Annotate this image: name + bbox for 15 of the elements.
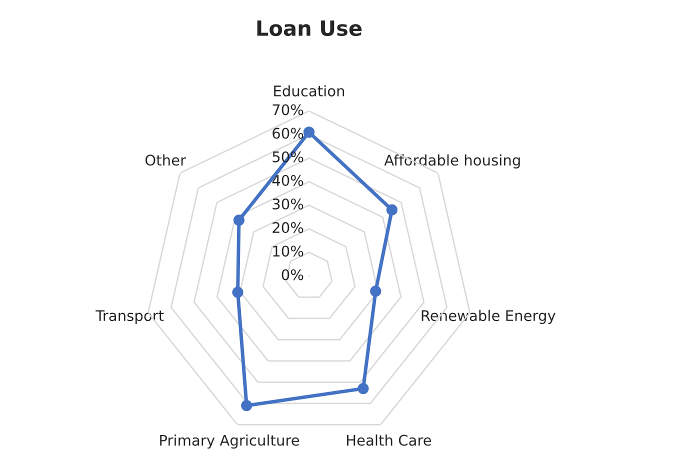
spoke-label: Transport: [96, 310, 164, 324]
spoke-label: Health Care: [347, 434, 432, 446]
chart-title: Loan Use: [257, 20, 362, 36]
spoke-label: Affordable housing: [384, 154, 520, 168]
spoke-label: Primary Agriculture: [160, 434, 300, 449]
y-tick-label: 60%: [272, 128, 304, 139]
spoke-label: Education: [274, 85, 344, 96]
y-tick-label: 40%: [272, 174, 304, 186]
y-tick-label: 10%: [273, 246, 304, 257]
y-tick-label: 70%: [272, 104, 304, 116]
spoke-label: Other: [145, 154, 186, 166]
spoke-label: Renewable Energy: [422, 310, 556, 324]
y-tick-label: 0%: [282, 269, 304, 280]
y-tick-label: 30%: [272, 198, 304, 210]
y-tick-label: 20%: [272, 222, 304, 234]
